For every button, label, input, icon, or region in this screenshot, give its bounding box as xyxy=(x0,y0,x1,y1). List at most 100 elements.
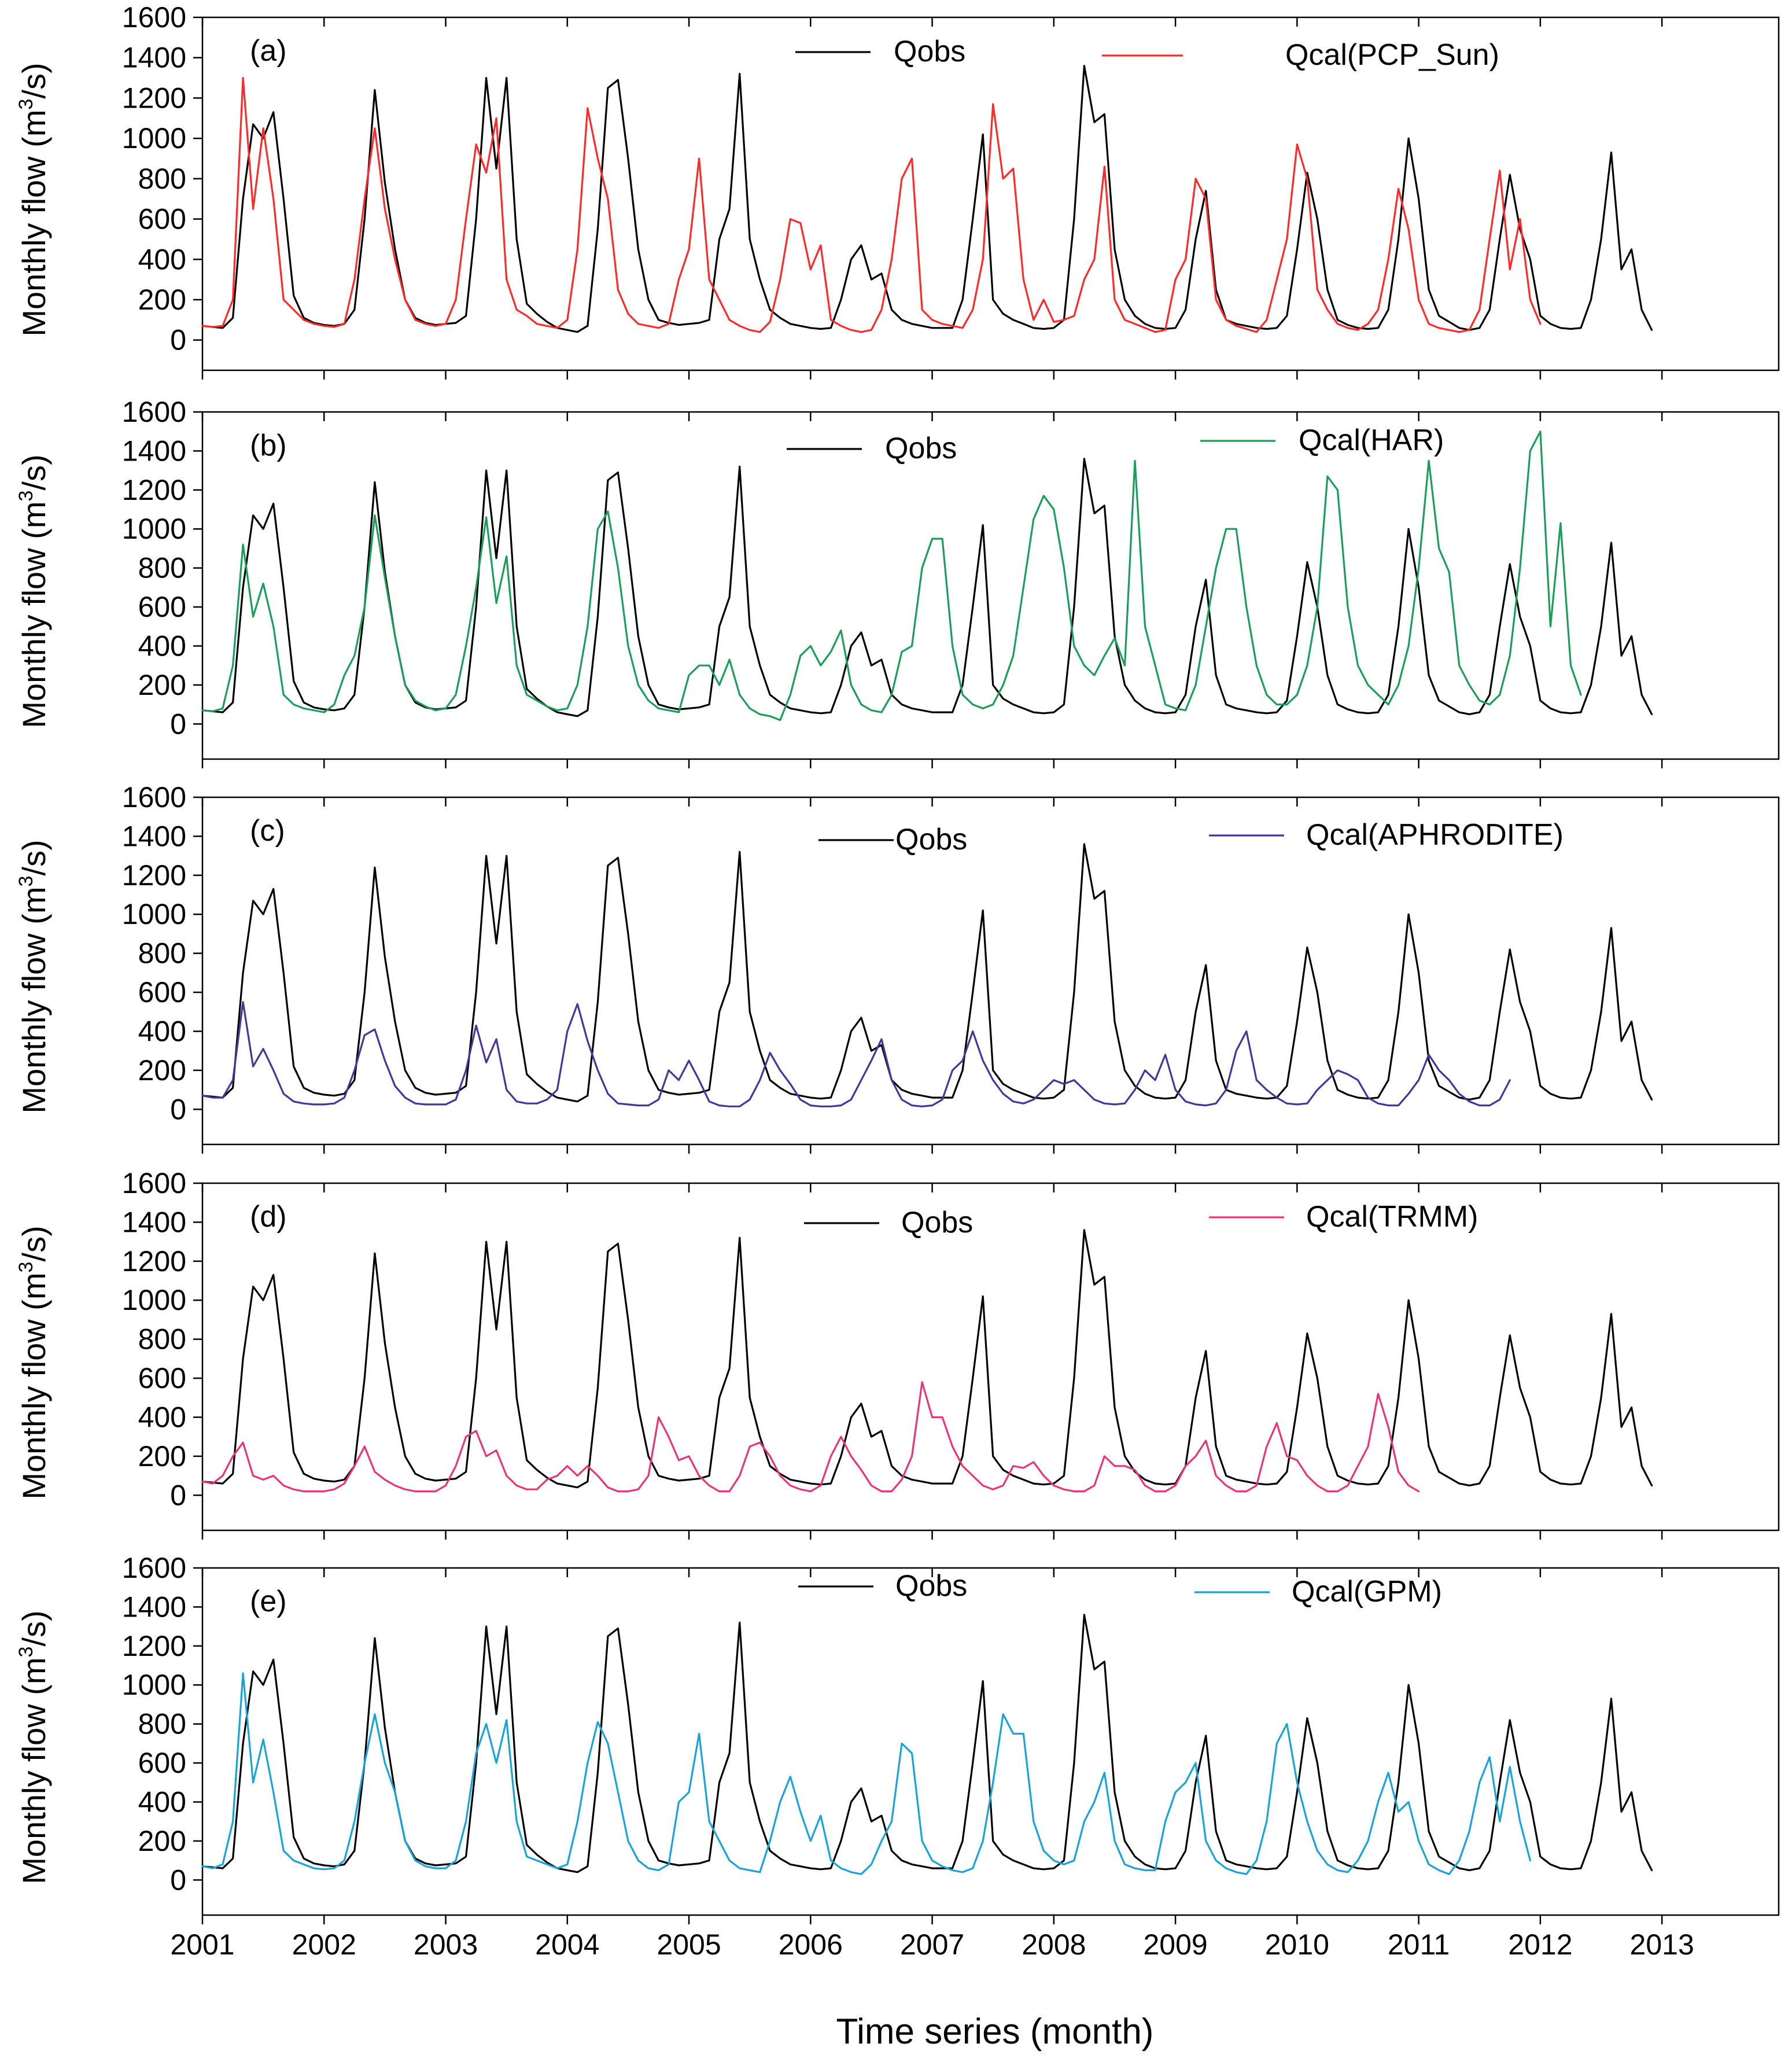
y-tick-label: 1600 xyxy=(122,781,186,813)
y-tick-label: 200 xyxy=(138,669,186,701)
y-tick-label: 800 xyxy=(138,937,186,970)
y-tick-label: 800 xyxy=(138,552,186,584)
y-tick-label: 1600 xyxy=(122,396,186,428)
y-tick-label: 1200 xyxy=(122,859,186,892)
y-axis-title: Monthly flow (m3/s) xyxy=(15,454,52,728)
x-tick-label: 2013 xyxy=(1630,1928,1694,1961)
y-axis-title: Monthly flow (m3/s) xyxy=(15,1610,52,1884)
panel-label: (c) xyxy=(250,814,285,848)
series-line-qobs xyxy=(201,458,1653,717)
legend-label: Qcal(GPM) xyxy=(1292,1575,1442,1608)
y-tick-label: 200 xyxy=(138,1440,186,1472)
y-tick-label: 800 xyxy=(138,1323,186,1356)
y-tick-label: 1000 xyxy=(122,513,186,545)
y-tick-label: 400 xyxy=(138,629,186,662)
y-tick-label: 800 xyxy=(138,163,186,195)
y-tick-label: 1000 xyxy=(122,1284,186,1316)
y-tick-label: 200 xyxy=(138,1825,186,1857)
panel-label: (e) xyxy=(250,1585,287,1618)
legend-label: Qobs xyxy=(901,1206,973,1239)
x-tick-label: 2008 xyxy=(1022,1928,1086,1961)
y-tick-label: 1000 xyxy=(122,122,186,154)
plot-frame xyxy=(201,411,1780,760)
x-tick-label: 2005 xyxy=(657,1928,721,1961)
y-tick-label: 400 xyxy=(138,243,186,275)
panel-b: 0 200 400 600 800 1000 1200 1400 1600 Monthly flo… xyxy=(15,396,1780,768)
y-tick-label: 600 xyxy=(138,1747,186,1779)
panel-a: 0 200 400 600 800 1000 1200 1400 1600 Monthly flo… xyxy=(15,1,1780,380)
x-tick-label: 2007 xyxy=(900,1928,964,1961)
y-axis-title: Monthly flow (m3/s) xyxy=(15,840,52,1113)
panel-e: 0 200 400 600 800 1000 1200 1400 1600 2001 2002 200… xyxy=(15,1552,1780,1961)
y-tick-label: 1400 xyxy=(122,1591,186,1623)
legend-label: Qobs xyxy=(894,35,965,68)
y-axis-title: Monthly flow (m3/s) xyxy=(15,62,52,336)
legend-label: Qobs xyxy=(895,1569,967,1603)
plot-frame xyxy=(201,1567,1780,1916)
legend-label: Qcal(APHRODITE) xyxy=(1306,818,1564,852)
series-line-qcal-pcp-sun xyxy=(201,77,1542,333)
y-tick-label: 1400 xyxy=(122,820,186,852)
y-tick-label: 0 xyxy=(170,1479,186,1511)
series-line-qobs xyxy=(201,1229,1653,1489)
y-tick-label: 0 xyxy=(170,1093,186,1125)
y-tick-label: 1000 xyxy=(122,898,186,930)
y-tick-label: 600 xyxy=(138,203,186,235)
y-tick-label: 1200 xyxy=(122,474,186,506)
x-tick-label: 2002 xyxy=(292,1928,356,1961)
legend-label: Qcal(TRMM) xyxy=(1306,1200,1478,1234)
legend-label: Qobs xyxy=(895,823,967,856)
series-line-qobs xyxy=(201,843,1653,1103)
x-tick-label: 2011 xyxy=(1388,1928,1450,1961)
panel-label: (a) xyxy=(250,34,287,68)
y-tick-label: 400 xyxy=(138,1401,186,1433)
y-tick-label: 1400 xyxy=(122,42,186,74)
y-tick-label: 1400 xyxy=(122,435,186,467)
y-tick-label: 1200 xyxy=(122,1630,186,1662)
y-tick-label: 400 xyxy=(138,1015,186,1047)
legend-label: Qcal(PCP_Sun) xyxy=(1285,38,1499,72)
y-tick-label: 0 xyxy=(170,708,186,740)
series-line-qcal-gpm xyxy=(201,1672,1531,1875)
y-tick-label: 0 xyxy=(170,1864,186,1896)
y-tick-label: 400 xyxy=(138,1785,186,1818)
legend-label: Qcal(HAR) xyxy=(1299,424,1444,457)
x-tick-label: 2009 xyxy=(1143,1928,1207,1961)
x-tick-label: 2006 xyxy=(779,1928,843,1961)
series-line-qobs xyxy=(201,1614,1653,1873)
y-tick-label: 200 xyxy=(138,284,186,316)
y-tick-label: 600 xyxy=(138,1362,186,1394)
panel-label: (d) xyxy=(250,1200,287,1234)
x-tick-label: 2003 xyxy=(414,1928,478,1961)
x-axis-title: Time series (month) xyxy=(836,2012,1154,2052)
panel-label: (b) xyxy=(250,429,287,462)
y-tick-label: 600 xyxy=(138,976,186,1008)
legend-label: Qobs xyxy=(885,432,957,465)
y-tick-label: 600 xyxy=(138,591,186,623)
plot-frame xyxy=(201,16,1780,371)
y-tick-label: 1600 xyxy=(122,1552,186,1584)
y-tick-label: 1200 xyxy=(122,1245,186,1278)
y-tick-label: 1600 xyxy=(122,1,186,34)
series-line-qcal-aphrodite xyxy=(201,1001,1511,1107)
y-tick-label: 1400 xyxy=(122,1206,186,1238)
y-tick-label: 1200 xyxy=(122,82,186,114)
x-tick-label: 2012 xyxy=(1508,1928,1572,1961)
y-tick-label: 800 xyxy=(138,1708,186,1740)
y-axis-title: Monthly flow (m3/s) xyxy=(15,1225,52,1499)
y-tick-label: 1000 xyxy=(122,1669,186,1701)
series-line-qcal-trmm xyxy=(201,1381,1420,1493)
y-tick-label: 0 xyxy=(170,324,186,356)
series-line-qobs xyxy=(201,65,1653,333)
y-tick-label: 200 xyxy=(138,1054,186,1087)
x-tick-label: 2004 xyxy=(535,1928,599,1961)
panel-d: 0 200 400 600 800 1000 1200 1400 1600 Monthly flo… xyxy=(15,1167,1780,1540)
plot-frame xyxy=(201,796,1780,1146)
y-tick-label: 1600 xyxy=(122,1167,186,1199)
panel-c: 0 200 400 600 800 1000 1200 1400 1600 Monthly flo… xyxy=(15,781,1780,1154)
x-tick-label: 2001 xyxy=(170,1928,234,1961)
plot-frame xyxy=(201,1182,1780,1531)
x-tick-label: 2010 xyxy=(1265,1928,1329,1961)
